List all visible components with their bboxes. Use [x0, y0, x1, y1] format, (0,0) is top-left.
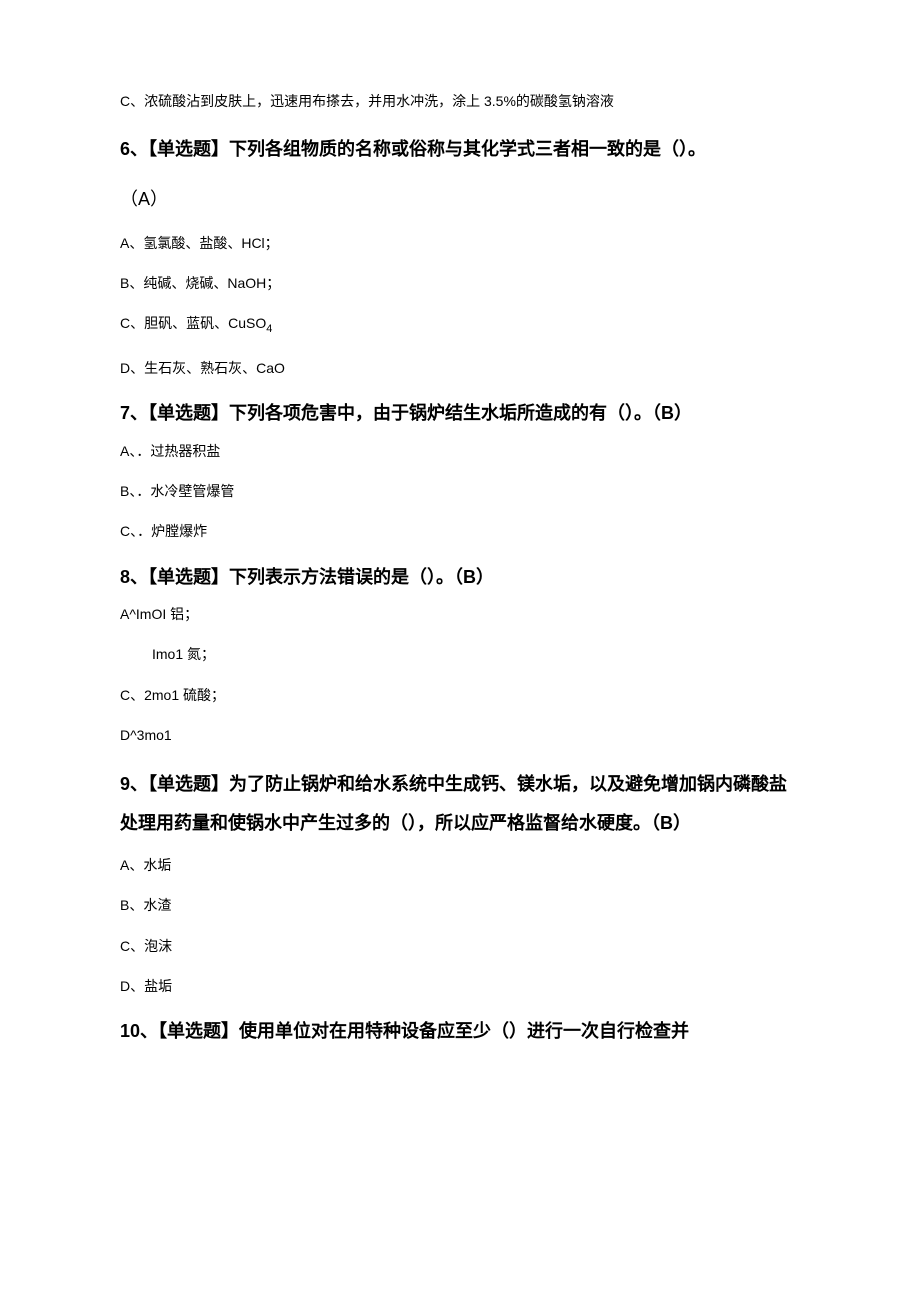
q6-option-a: A、氢氯酸、盐酸、HCl； — [120, 232, 800, 254]
question-10-partial: 10、【单选题】使用单位对在用特种设备应至少（）进行一次自行检查并 — [120, 1015, 800, 1047]
q9-option-a: A、水垢 — [120, 854, 800, 876]
q6-option-c-sub: 4 — [266, 323, 272, 335]
q7-heading: 7、【单选题】下列各项危害中，由于锅炉结生水垢所造成的有（）。（B） — [120, 397, 800, 429]
q6-option-d: D、生石灰、熟石灰、CaO — [120, 357, 800, 379]
q5-option-c: C、浓硫酸沾到皮肤上，迅速用布搽去，并用水冲洗，涂上 3.5%的碳酸氢钠溶液 — [120, 90, 800, 112]
q10-heading: 10、【单选题】使用单位对在用特种设备应至少（）进行一次自行检查并 — [120, 1015, 800, 1047]
q8-option-a: A^ImOI 铝； — [120, 603, 800, 625]
q7-option-c: C、．炉膛爆炸 — [120, 520, 800, 542]
q9-option-b: B、水渣 — [120, 894, 800, 916]
q8-option-c: C、2mo1 硫酸； — [120, 684, 800, 706]
q8-option-a-sub: Imo1 氮； — [152, 643, 800, 665]
question-7: 7、【单选题】下列各项危害中，由于锅炉结生水垢所造成的有（）。（B） A、．过热… — [120, 397, 800, 543]
q9-heading: 9、【单选题】为了防止锅炉和给水系统中生成钙、镁水垢，以及避免增加锅内磷酸盐处理… — [120, 765, 800, 844]
q7-option-a: A、．过热器积盐 — [120, 440, 800, 462]
q7-option-b: B、．水冷壁管爆管 — [120, 480, 800, 502]
q6-heading: 6、【单选题】下列各组物质的名称或俗称与其化学式三者相一致的是（）。 — [120, 130, 800, 170]
q9-option-d: D、盐垢 — [120, 975, 800, 997]
q6-option-b: B、纯碱、烧碱、NaOH； — [120, 272, 800, 294]
q6-option-c: C、胆矾、蓝矾、CuSO4 — [120, 312, 800, 338]
question-6: 6、【单选题】下列各组物质的名称或俗称与其化学式三者相一致的是（）。 （A） A… — [120, 130, 800, 379]
q6-answer: （A） — [120, 180, 800, 220]
q8-option-d: D^3mo1 — [120, 724, 800, 746]
question-8: 8、【单选题】下列表示方法错误的是（）。（B） A^ImOI 铝； Imo1 氮… — [120, 561, 800, 747]
q8-heading: 8、【单选题】下列表示方法错误的是（）。（B） — [120, 561, 800, 593]
question-9: 9、【单选题】为了防止锅炉和给水系统中生成钙、镁水垢，以及避免增加锅内磷酸盐处理… — [120, 765, 800, 998]
q9-option-c: C、泡沫 — [120, 935, 800, 957]
question-5-partial: C、浓硫酸沾到皮肤上，迅速用布搽去，并用水冲洗，涂上 3.5%的碳酸氢钠溶液 — [120, 90, 800, 112]
q6-option-c-text: C、胆矾、蓝矾、CuSO — [120, 315, 266, 331]
